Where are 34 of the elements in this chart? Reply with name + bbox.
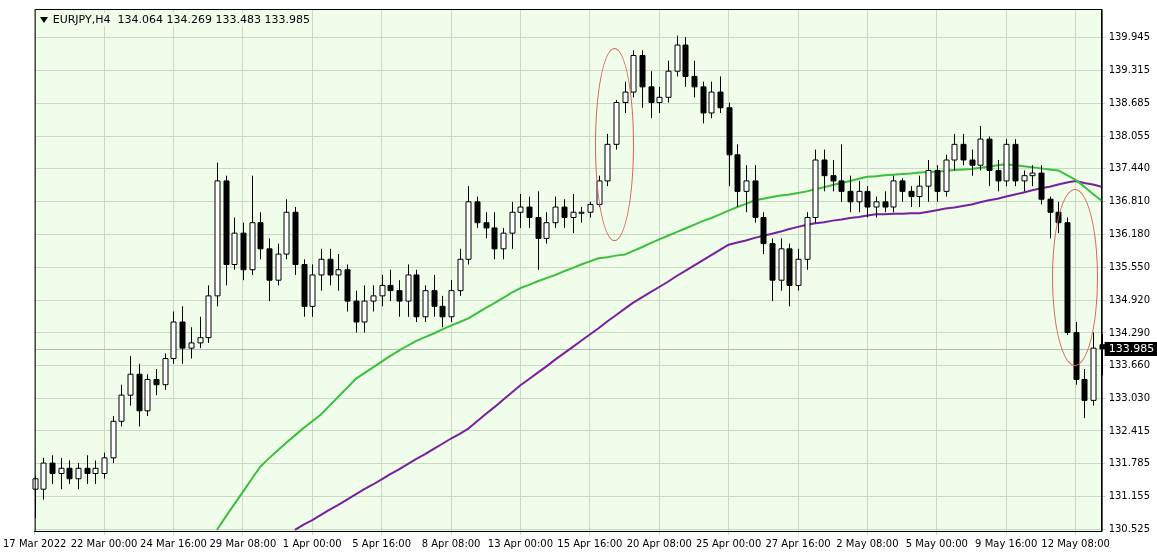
x-tick-label: 9 May 16:00 xyxy=(975,537,1038,549)
y-tick-label: 131.155 xyxy=(1108,490,1151,502)
x-tick-label: 13 Apr 00:00 xyxy=(487,537,554,549)
y-tick-label: 132.415 xyxy=(1108,424,1151,436)
y-tick-label: 139.945 xyxy=(1108,31,1151,43)
y-tick-label: 138.685 xyxy=(1108,96,1151,108)
x-tick-label: 5 May 00:00 xyxy=(905,537,968,549)
x-tick-label: 12 May 08:00 xyxy=(1041,537,1110,549)
x-tick-label: 1 Apr 00:00 xyxy=(282,537,342,549)
x-tick-label: 2 May 08:00 xyxy=(836,537,899,549)
x-tick-label: 8 Apr 08:00 xyxy=(421,537,481,549)
y-tick-label: 131.785 xyxy=(1108,457,1151,469)
x-tick-label: 27 Apr 16:00 xyxy=(765,537,831,549)
y-tick-label: 136.810 xyxy=(1108,194,1151,206)
y-tick-label: 133.030 xyxy=(1108,392,1151,404)
x-tick-label: 25 Apr 00:00 xyxy=(696,537,762,549)
y-tick-label: 139.315 xyxy=(1108,63,1151,75)
x-tick-label: 22 Mar 00:00 xyxy=(70,537,138,549)
y-tick-label: 133.660 xyxy=(1108,359,1151,371)
y-tick-label: 134.920 xyxy=(1108,293,1151,305)
x-tick-label: 5 Apr 16:00 xyxy=(352,537,412,549)
x-tick-label: 29 Mar 08:00 xyxy=(209,537,277,549)
ref-line-label: 133.985 xyxy=(1108,341,1155,355)
y-tick-label: 137.440 xyxy=(1108,161,1151,173)
x-tick-label: 17 Mar 2022 xyxy=(3,537,67,549)
x-tick-label: 24 Mar 16:00 xyxy=(140,537,207,549)
y-tick-label: 130.525 xyxy=(1108,523,1151,535)
chart-title: EURJPY,H4 134.064 134.269 133.483 133.985 xyxy=(50,13,312,26)
y-tick-label: 134.290 xyxy=(1108,326,1151,338)
y-tick-label: 138.055 xyxy=(1108,129,1151,141)
y-tick-label: 136.180 xyxy=(1108,227,1151,239)
x-tick-label: 20 Apr 08:00 xyxy=(626,537,692,549)
x-tick-label: 15 Apr 16:00 xyxy=(557,537,623,549)
y-tick-label: 135.550 xyxy=(1108,260,1151,272)
